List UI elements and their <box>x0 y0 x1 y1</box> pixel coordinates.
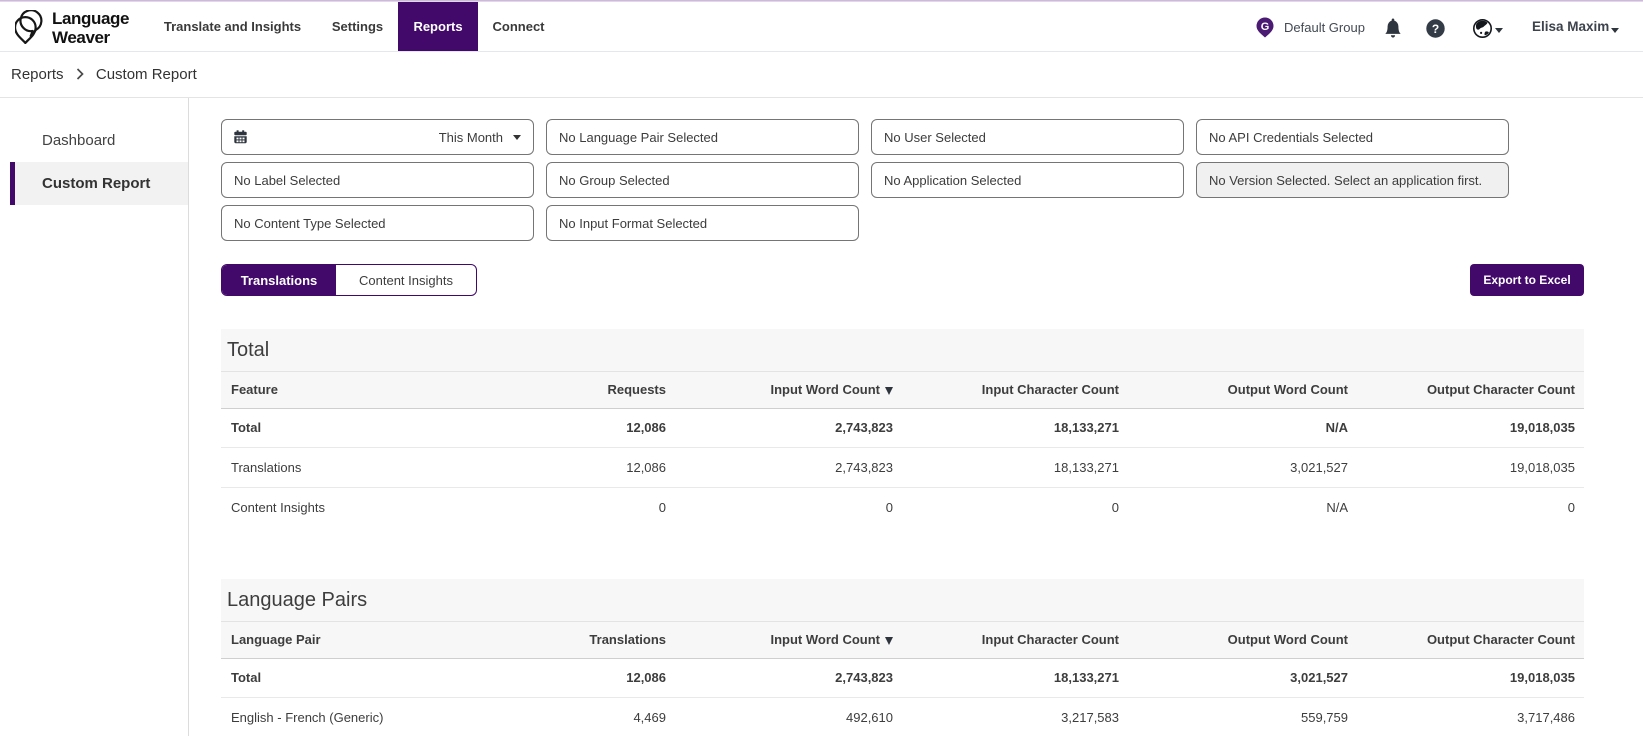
svg-text:?: ? <box>1432 22 1439 36</box>
svg-text:G: G <box>1261 21 1270 33</box>
